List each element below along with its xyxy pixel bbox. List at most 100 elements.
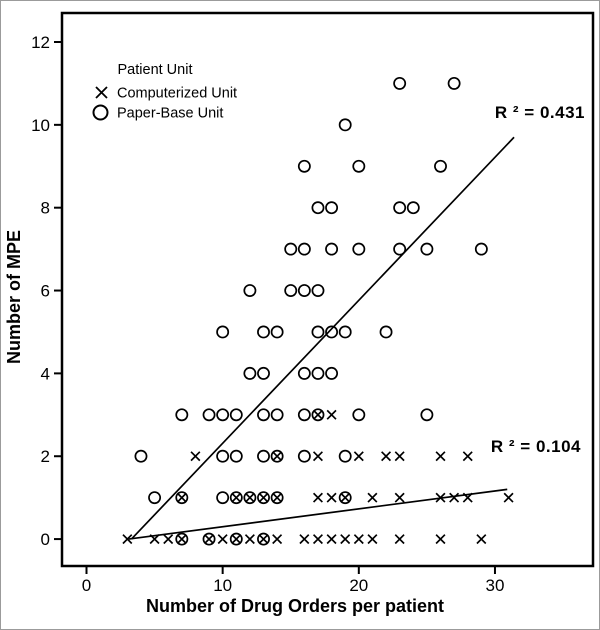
data-point-marker bbox=[270, 325, 284, 339]
legend-item-paper-base: Paper-Base Unit bbox=[92, 104, 223, 122]
data-point-marker bbox=[270, 449, 284, 463]
data-point-marker bbox=[393, 242, 407, 256]
legend-item-label: Paper-Base Unit bbox=[117, 106, 223, 122]
data-point-marker bbox=[176, 492, 187, 503]
data-point-marker bbox=[217, 534, 228, 545]
data-point-marker bbox=[284, 284, 298, 297]
circle-marker-icon bbox=[92, 104, 109, 121]
data-point-marker bbox=[325, 325, 339, 339]
data-point-marker bbox=[297, 366, 311, 380]
data-point-marker bbox=[284, 242, 298, 256]
data-point-marker bbox=[312, 409, 323, 420]
data-point-marker bbox=[393, 76, 407, 90]
data-point-marker bbox=[325, 242, 339, 256]
data-point-marker bbox=[420, 408, 434, 422]
data-point-marker bbox=[311, 408, 325, 422]
data-point-marker bbox=[449, 492, 460, 503]
data-point-marker bbox=[243, 284, 257, 297]
data-point-marker bbox=[340, 534, 351, 545]
legend-title: Patient Unit bbox=[118, 62, 193, 78]
data-point-marker bbox=[134, 449, 148, 463]
data-point-marker bbox=[312, 492, 323, 503]
legend-item-label: Computerized Unit bbox=[117, 86, 237, 102]
data-point-marker bbox=[325, 366, 339, 380]
data-point-marker bbox=[257, 491, 270, 505]
data-point-marker bbox=[297, 408, 311, 422]
data-point-marker bbox=[244, 534, 255, 545]
data-point-marker bbox=[474, 242, 488, 256]
data-point-marker bbox=[352, 408, 366, 422]
data-point-marker bbox=[326, 409, 337, 420]
x-axis-tick-label: 10 bbox=[213, 576, 232, 595]
data-point-marker bbox=[216, 449, 230, 463]
data-point-marker bbox=[270, 408, 284, 422]
y-axis-title: Number of MPE bbox=[4, 230, 24, 364]
data-point-marker bbox=[352, 159, 366, 173]
data-point-marker bbox=[394, 451, 405, 462]
data-point-marker bbox=[311, 284, 325, 297]
y-axis-tick-label: 0 bbox=[41, 530, 50, 549]
data-point-marker bbox=[190, 451, 201, 462]
data-point-marker bbox=[312, 451, 323, 462]
data-point-marker bbox=[381, 451, 392, 462]
data-point-marker bbox=[311, 366, 325, 380]
data-point-marker bbox=[216, 325, 230, 339]
data-point-marker bbox=[338, 449, 352, 463]
y-axis-tick-label: 2 bbox=[41, 447, 50, 466]
data-point-marker bbox=[175, 491, 189, 505]
data-point-marker bbox=[379, 325, 393, 339]
data-point-marker bbox=[326, 534, 337, 545]
data-point-marker bbox=[406, 201, 420, 215]
data-point-marker bbox=[175, 408, 189, 422]
data-point-marker bbox=[229, 491, 243, 505]
data-point-marker bbox=[367, 492, 378, 503]
data-point-marker bbox=[420, 242, 434, 256]
data-point-marker bbox=[394, 492, 405, 503]
r2-paper-label: R ² = 0.431 bbox=[495, 103, 585, 122]
data-point-marker bbox=[476, 534, 487, 545]
data-point-marker bbox=[297, 159, 311, 173]
data-point-marker bbox=[352, 242, 366, 256]
data-points bbox=[122, 76, 514, 546]
trend-lines bbox=[128, 136, 515, 540]
legend: Patient Unit Computerized Unit Paper-Bas… bbox=[92, 62, 237, 122]
y-axis-tick-label: 6 bbox=[41, 282, 50, 301]
data-point-marker bbox=[312, 534, 323, 545]
data-point-marker bbox=[175, 532, 189, 546]
data-point-marker bbox=[353, 534, 364, 545]
data-point-marker bbox=[503, 492, 514, 503]
data-point-marker bbox=[297, 449, 311, 463]
data-point-marker bbox=[176, 534, 187, 545]
data-point-marker bbox=[270, 491, 284, 505]
data-point-marker bbox=[257, 532, 270, 546]
data-point-marker bbox=[435, 534, 446, 545]
data-point-marker bbox=[311, 325, 325, 339]
x-axis-tick-label: 30 bbox=[486, 576, 505, 595]
data-point-marker bbox=[338, 118, 352, 132]
data-point-marker bbox=[216, 491, 230, 505]
data-point-marker bbox=[257, 408, 270, 422]
data-point-marker bbox=[325, 201, 339, 215]
data-point-marker bbox=[163, 534, 174, 545]
data-point-marker bbox=[258, 492, 269, 503]
plot-border bbox=[60, 11, 595, 568]
data-point-marker bbox=[297, 284, 311, 297]
data-point-marker bbox=[243, 366, 257, 380]
data-point-marker bbox=[340, 492, 351, 503]
data-point-marker bbox=[311, 201, 325, 215]
data-point-marker bbox=[258, 534, 269, 545]
y-axis-tick-label: 4 bbox=[41, 364, 50, 383]
y-axis-tick-label: 12 bbox=[31, 33, 50, 52]
data-point-marker bbox=[229, 449, 243, 463]
data-point-marker bbox=[148, 491, 162, 505]
data-point-marker bbox=[326, 492, 337, 503]
x-axis-tick-label: 20 bbox=[349, 576, 368, 595]
data-point-marker bbox=[216, 408, 230, 422]
data-point-marker bbox=[393, 201, 407, 215]
r2-computerized-label: R ² = 0.104 bbox=[491, 437, 581, 456]
data-point-marker bbox=[257, 366, 270, 380]
data-point-marker bbox=[462, 451, 473, 462]
data-point-marker bbox=[338, 491, 352, 505]
data-point-marker bbox=[204, 534, 215, 545]
